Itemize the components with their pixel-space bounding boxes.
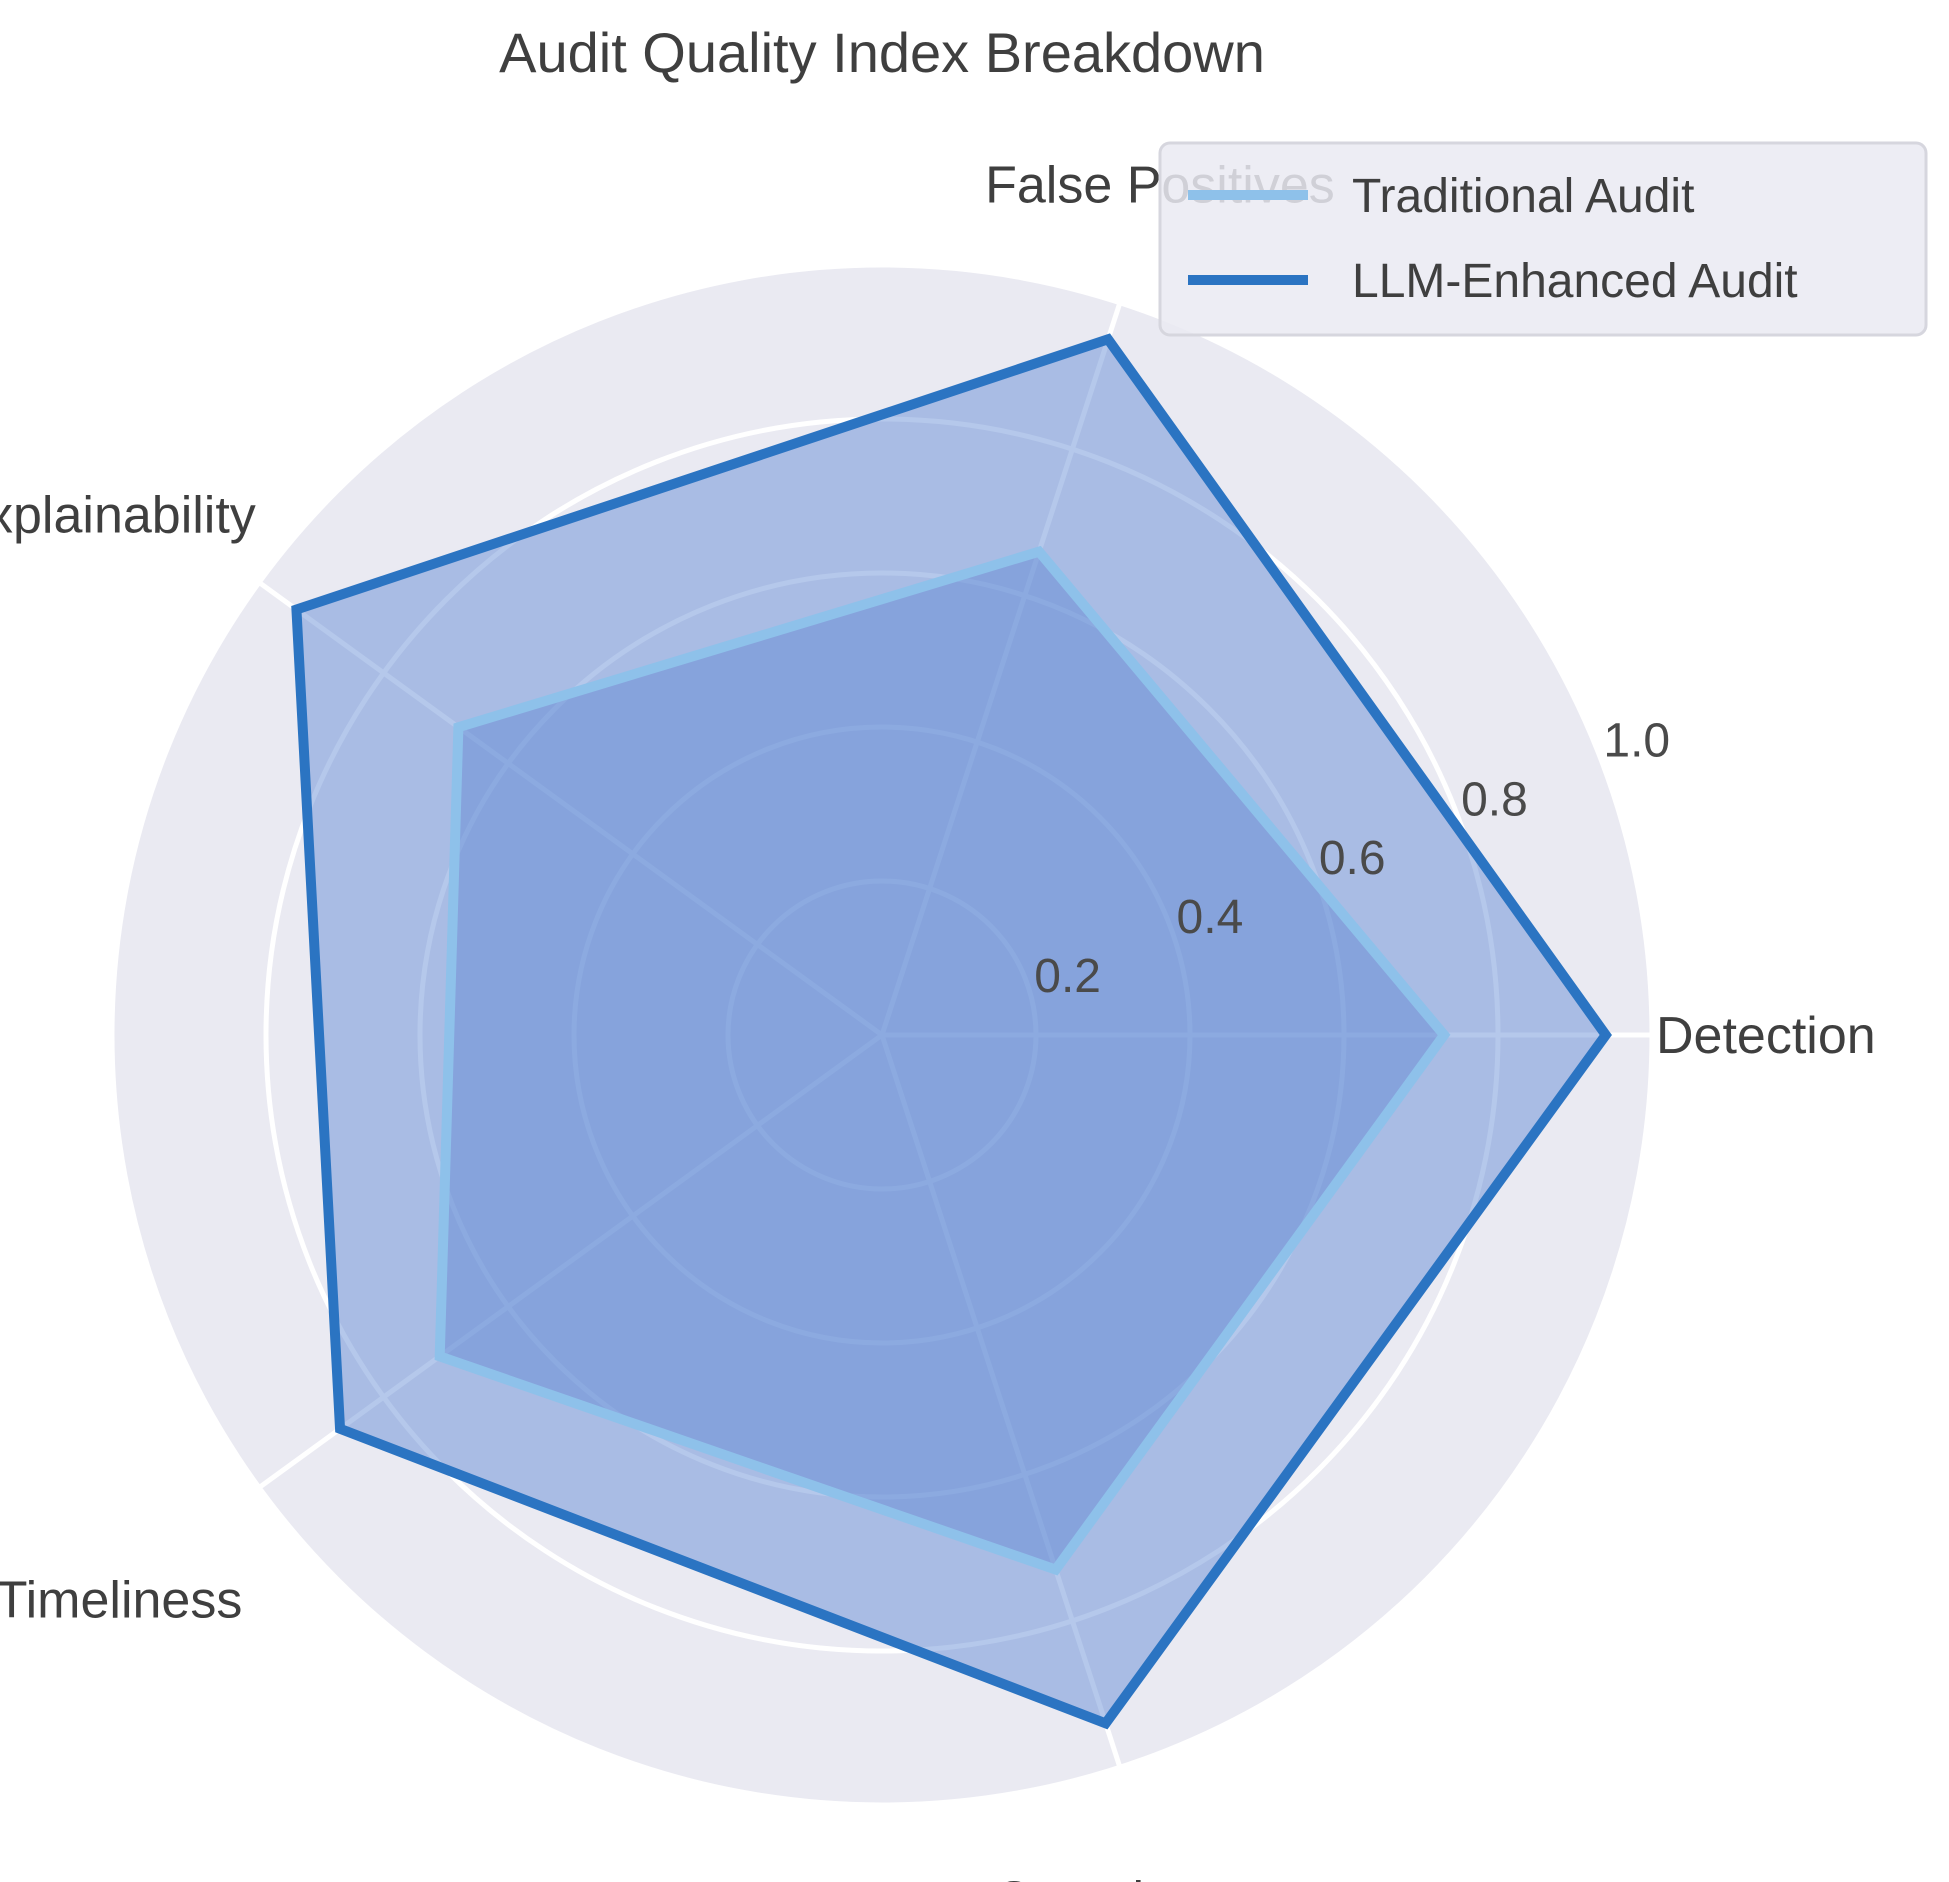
spoke-explainability bbox=[257, 580, 884, 1038]
legend-box bbox=[1158, 141, 1928, 337]
series-fill-llm-enhanced-audit bbox=[296, 339, 1606, 1724]
point-llm-enhanced-audit-completeness bbox=[1103, 1721, 1108, 1726]
category-label-timeliness: Timeliness bbox=[0, 1572, 242, 1630]
point-traditional-audit-explainability bbox=[456, 725, 461, 730]
legend: Traditional Audit LLM-Enhanced Audit bbox=[1158, 141, 1928, 337]
r-tick-label: 1.0 bbox=[1603, 714, 1670, 767]
point-llm-enhanced-audit-false-positives bbox=[1106, 337, 1111, 342]
r-tick-label: 0.8 bbox=[1461, 773, 1528, 826]
point-llm-enhanced-audit-explainability bbox=[294, 607, 299, 612]
radial-tick-labels: 0.2 0.4 0.6 0.8 1.0 bbox=[1034, 714, 1670, 1003]
point-llm-enhanced-audit-timeliness bbox=[338, 1426, 343, 1431]
point-traditional-audit-detection bbox=[1442, 1033, 1447, 1037]
r-tick-label: 0.6 bbox=[1319, 832, 1386, 885]
spoke-false-positives bbox=[879, 301, 1123, 1036]
point-llm-enhanced-audit-detection bbox=[1603, 1033, 1608, 1037]
chart-title: Audit Quality Index Breakdown bbox=[499, 21, 1265, 84]
category-label-explainability: Explainability bbox=[0, 486, 256, 544]
point-traditional-audit-completeness bbox=[1053, 1567, 1058, 1572]
spoke-timeliness bbox=[257, 1032, 884, 1490]
category-label-completeness: Completeness bbox=[994, 1871, 1326, 1882]
series-line-traditional-audit bbox=[434, 545, 1451, 1576]
legend-label-llm-enhanced-audit: LLM-Enhanced Audit bbox=[1352, 255, 1798, 308]
category-label-detection: Detection bbox=[1656, 1007, 1876, 1065]
r-tick-label: 0.4 bbox=[1177, 891, 1244, 944]
radial-grid bbox=[109, 262, 1655, 1808]
spoke-completeness bbox=[879, 1034, 1123, 1769]
series-fill-traditional-audit bbox=[439, 551, 1445, 1570]
series-layer bbox=[291, 333, 1612, 1730]
point-traditional-audit-timeliness bbox=[437, 1354, 442, 1359]
r-tick-label: 0.2 bbox=[1034, 950, 1101, 1003]
point-traditional-audit-false-positives bbox=[1037, 549, 1042, 554]
legend-label-traditional-audit: Traditional Audit bbox=[1352, 170, 1694, 223]
series-line-llm-enhanced-audit bbox=[291, 333, 1612, 1730]
